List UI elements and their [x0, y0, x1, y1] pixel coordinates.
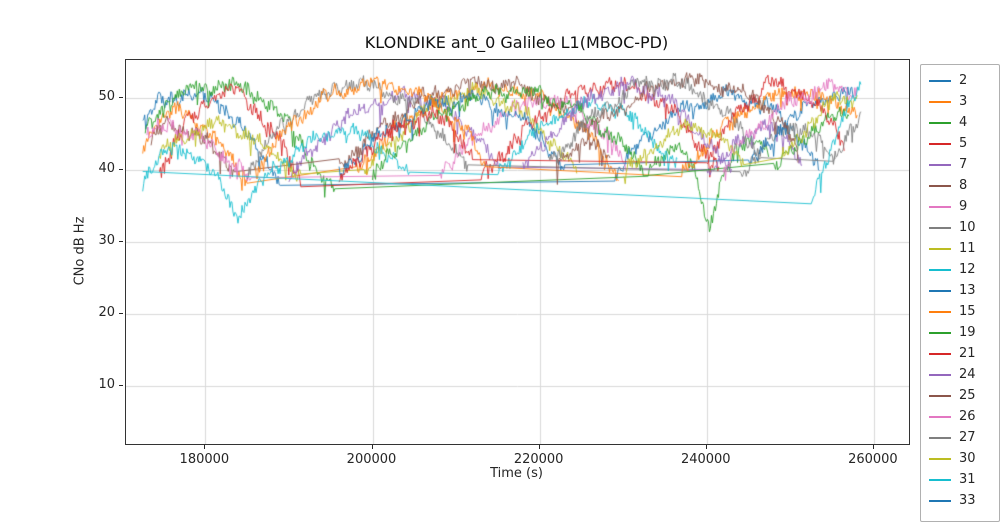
legend-line-swatch: [929, 331, 951, 334]
legend-label: 21: [959, 346, 976, 361]
legend-item: 19: [929, 322, 993, 343]
legend-item: 15: [929, 301, 993, 322]
legend-item: 27: [929, 427, 993, 448]
legend-item: 21: [929, 343, 993, 364]
legend-line-swatch: [929, 205, 951, 208]
legend-line-swatch: [929, 373, 951, 376]
legend-item: 3: [929, 91, 993, 112]
x-tick-label: 260000: [848, 452, 898, 467]
legend-item: 12: [929, 259, 993, 280]
legend-line-swatch: [929, 142, 951, 145]
legend-item: 33: [929, 490, 993, 511]
legend-item: 24: [929, 364, 993, 385]
legend-label: 15: [959, 304, 976, 319]
legend-item: 30: [929, 448, 993, 469]
x-axis-label: Time (s): [490, 466, 543, 481]
legend-line-swatch: [929, 352, 951, 355]
y-tick-mark: [119, 384, 123, 386]
legend-item: 10: [929, 217, 993, 238]
legend-item: 25: [929, 385, 993, 406]
legend-line-swatch: [929, 226, 951, 229]
legend-item: 4: [929, 112, 993, 133]
x-tick-label: 180000: [179, 452, 230, 467]
legend-line-swatch: [929, 394, 951, 397]
plot-canvas: [126, 60, 909, 444]
legend-item: 5: [929, 133, 993, 154]
x-tick-mark: [538, 445, 540, 449]
legend-label: 8: [959, 178, 968, 193]
legend-line-swatch: [929, 163, 951, 166]
x-tick-mark: [371, 445, 373, 449]
legend-line-swatch: [929, 247, 951, 250]
y-tick-mark: [119, 169, 123, 171]
legend-item: 7: [929, 154, 993, 175]
legend-line-swatch: [929, 79, 951, 82]
legend-line-swatch: [929, 415, 951, 418]
figure: KLONDIKE ant_0 Galileo L1(MBOC-PD) CNo d…: [72, 33, 1000, 522]
legend-label: 3: [959, 94, 968, 109]
x-tick-mark: [204, 445, 206, 449]
legend-label: 13: [959, 283, 976, 298]
legend-line-swatch: [929, 268, 951, 271]
legend-label: 33: [959, 493, 976, 508]
legend-label: 4: [959, 115, 968, 130]
legend-label: 7: [959, 157, 968, 172]
chart-title: KLONDIKE ant_0 Galileo L1(MBOC-PD): [364, 33, 669, 52]
legend-label: 9: [959, 199, 968, 214]
y-tick-label: 40: [98, 161, 115, 177]
y-tick-mark: [119, 312, 123, 314]
legend-line-swatch: [929, 436, 951, 439]
x-tick-mark: [705, 445, 707, 449]
legend-item: 26: [929, 406, 993, 427]
legend-line-swatch: [929, 100, 951, 103]
y-tick-label: 50: [98, 89, 115, 105]
legend-label: 31: [959, 472, 976, 487]
legend-line-swatch: [929, 310, 951, 313]
plot-area: [125, 59, 910, 445]
legend-line-swatch: [929, 457, 951, 460]
legend-label: 11: [959, 241, 976, 256]
y-tick-label: 10: [98, 376, 115, 392]
legend-item: 2: [929, 70, 993, 91]
legend-label: 5: [959, 136, 968, 151]
legend-label: 26: [959, 409, 976, 424]
y-tick-mark: [119, 240, 123, 242]
y-tick-label: 30: [98, 232, 115, 248]
legend-label: 19: [959, 325, 976, 340]
legend-label: 2: [959, 73, 968, 88]
legend-label: 30: [959, 451, 976, 466]
legend-label: 24: [959, 367, 976, 382]
legend: 2 3 4 5 7 8 9 10 11 12 13 15 19 21 24 25 26 27 30 31 33: [920, 64, 1000, 522]
legend-label: 12: [959, 262, 976, 277]
legend-item: 11: [929, 238, 993, 259]
legend-item: 9: [929, 196, 993, 217]
y-tick-label: 20: [98, 304, 115, 320]
legend-item: 13: [929, 280, 993, 301]
y-tick-mark: [119, 97, 123, 99]
legend-line-swatch: [929, 478, 951, 481]
legend-item: 31: [929, 469, 993, 490]
x-tick-label: 220000: [513, 452, 564, 467]
x-tick-label: 240000: [680, 452, 731, 467]
legend-line-swatch: [929, 289, 951, 292]
legend-item: 8: [929, 175, 993, 196]
legend-label: 10: [959, 220, 976, 235]
legend-line-swatch: [929, 184, 951, 187]
x-tick-label: 200000: [346, 452, 397, 467]
legend-line-swatch: [929, 121, 951, 124]
legend-label: 27: [959, 430, 976, 445]
x-tick-mark: [872, 445, 874, 449]
y-axis-label: CNo dB Hz: [72, 216, 88, 286]
legend-label: 25: [959, 388, 976, 403]
